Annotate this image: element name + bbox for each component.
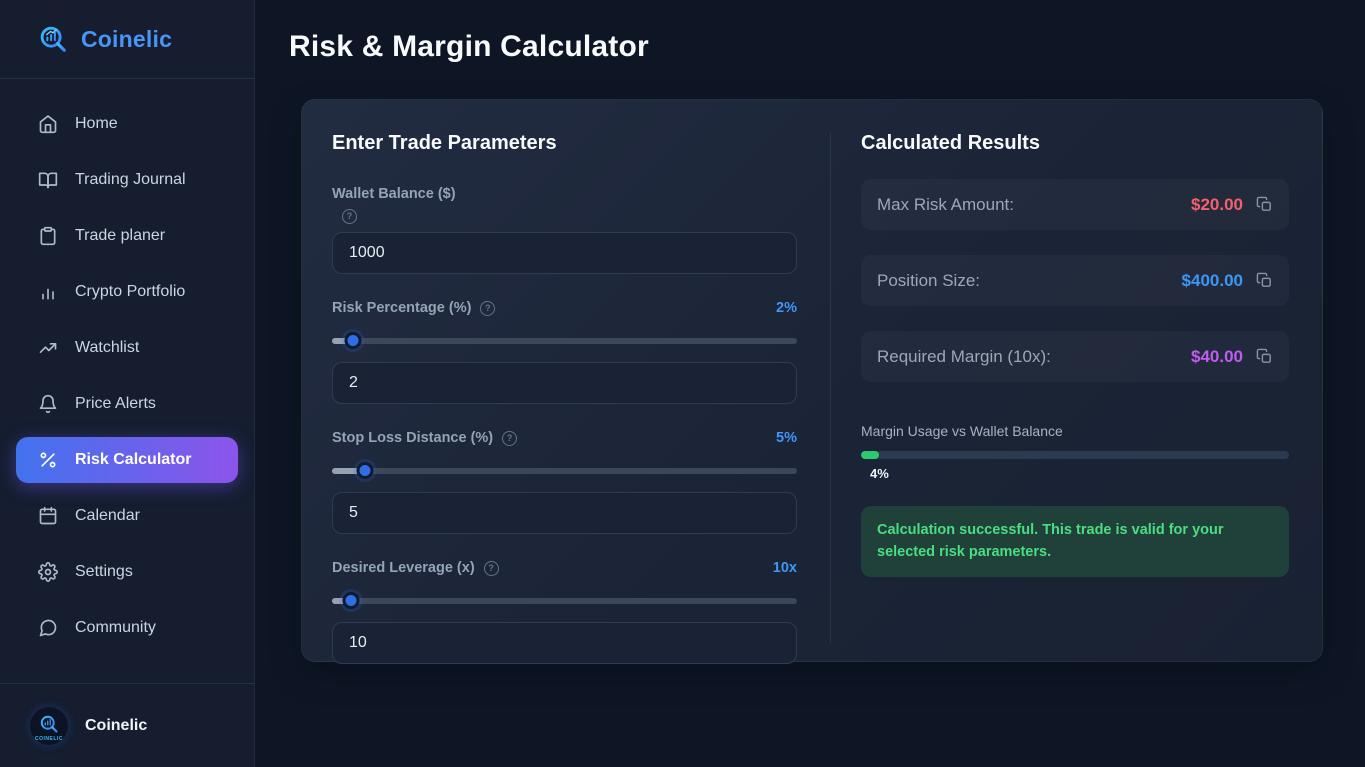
chat-bubble-icon — [39, 619, 57, 637]
sidebar-item-label: Calendar — [75, 507, 140, 524]
copy-icon[interactable] — [1256, 272, 1273, 289]
required-margin-label: Required Margin (10x): — [877, 346, 1051, 366]
wallet-balance-input[interactable] — [332, 232, 797, 274]
coinelic-footer-logo: COINELIC — [30, 706, 68, 745]
coinelic-logo-icon — [40, 26, 66, 52]
calculated-results-panel: Calculated Results Max Risk Amount: $20.… — [830, 100, 1322, 661]
page-title: Risk & Margin Calculator — [289, 30, 649, 63]
risk-percentage-label: Risk Percentage (%) — [332, 300, 472, 316]
leverage-field: Desired Leverage (x) 10x — [332, 560, 797, 664]
sidebar-nav: Home Trading Journal Trade planer Crypto… — [0, 79, 254, 661]
slider-thumb[interactable] — [356, 462, 374, 479]
copy-icon[interactable] — [1256, 348, 1273, 365]
position-size-label: Position Size: — [877, 270, 980, 290]
risk-percentage-value-badge: 2% — [776, 300, 797, 316]
calculation-status-message: Calculation successful. This trade is va… — [861, 506, 1289, 577]
footer-logo-caption: COINELIC — [35, 735, 63, 742]
wallet-balance-label: Wallet Balance ($) — [332, 186, 456, 202]
book-open-icon — [38, 172, 58, 189]
percent-icon — [40, 452, 56, 468]
sidebar-footer: COINELIC Coinelic — [0, 683, 254, 767]
wallet-balance-field: Wallet Balance ($) — [332, 185, 797, 274]
margin-usage-label: Margin Usage vs Wallet Balance — [861, 423, 1063, 439]
sidebar-item-crypto-portfolio[interactable]: Crypto Portfolio — [16, 269, 238, 315]
stop-loss-input[interactable] — [332, 492, 797, 534]
leverage-slider[interactable] — [332, 592, 797, 609]
main-content: Risk & Margin Calculator Enter Trade Par… — [255, 0, 1365, 767]
max-risk-value: $20.00 — [1191, 194, 1243, 214]
sidebar-item-label: Community — [75, 619, 156, 636]
clipboard-icon — [40, 226, 56, 246]
bell-icon — [39, 394, 57, 414]
stop-loss-slider[interactable] — [332, 462, 797, 479]
sidebar-item-label: Trading Journal — [75, 171, 186, 188]
trade-parameters-panel: Enter Trade Parameters Wallet Balance ($… — [302, 100, 830, 664]
sidebar: Coinelic Home Trading Journal Trade plan… — [0, 0, 255, 767]
sidebar-item-calendar[interactable]: Calendar — [16, 493, 238, 539]
results-heading: Calculated Results — [861, 132, 1040, 154]
bar-chart-icon — [42, 288, 54, 300]
column-divider — [830, 133, 831, 643]
sidebar-item-label: Home — [75, 115, 118, 132]
sidebar-item-trading-journal[interactable]: Trading Journal — [16, 157, 238, 203]
stop-loss-label: Stop Loss Distance (%) — [332, 430, 494, 446]
max-risk-label: Max Risk Amount: — [877, 194, 1014, 214]
required-margin-row: Required Margin (10x): $40.00 — [861, 331, 1289, 382]
slider-thumb[interactable] — [344, 332, 362, 349]
copy-icon[interactable] — [1256, 196, 1273, 213]
brand-header: Coinelic — [0, 0, 254, 79]
home-icon — [39, 115, 57, 134]
sidebar-item-label: Risk Calculator — [75, 451, 192, 468]
calculator-card: Enter Trade Parameters Wallet Balance ($… — [301, 99, 1323, 664]
stop-loss-value-badge: 5% — [776, 430, 797, 446]
leverage-input[interactable] — [332, 622, 797, 664]
sidebar-item-home[interactable]: Home — [16, 101, 238, 147]
sidebar-item-label: Watchlist — [75, 339, 140, 356]
brand-name: Coinelic — [81, 25, 173, 52]
coinelic-logo-icon — [40, 715, 58, 733]
trending-up-icon — [39, 343, 57, 353]
sidebar-item-label: Crypto Portfolio — [75, 283, 186, 300]
risk-percentage-field: Risk Percentage (%) 2% — [332, 300, 797, 404]
sidebar-item-settings[interactable]: Settings — [16, 549, 238, 595]
footer-brand-name: Coinelic — [85, 716, 148, 734]
sidebar-item-label: Settings — [75, 563, 133, 580]
parameters-heading: Enter Trade Parameters — [332, 132, 557, 154]
help-icon[interactable] — [502, 430, 518, 446]
position-size-value: $400.00 — [1181, 270, 1243, 290]
max-risk-row: Max Risk Amount: $20.00 — [861, 179, 1289, 230]
margin-usage-percent: 4% — [870, 466, 889, 481]
gear-icon — [38, 562, 58, 582]
help-icon[interactable] — [480, 300, 496, 316]
sidebar-item-trade-planer[interactable]: Trade planer — [16, 213, 238, 259]
risk-percentage-input[interactable] — [332, 362, 797, 404]
help-icon[interactable] — [342, 208, 357, 224]
sidebar-item-label: Price Alerts — [75, 395, 156, 412]
calendar-icon — [39, 506, 57, 525]
margin-usage-progressbar — [861, 451, 1289, 459]
leverage-value-badge: 10x — [772, 560, 797, 576]
leverage-label: Desired Leverage (x) — [332, 560, 475, 576]
slider-thumb[interactable] — [342, 592, 360, 609]
position-size-row: Position Size: $400.00 — [861, 255, 1289, 306]
stop-loss-field: Stop Loss Distance (%) 5% — [332, 430, 797, 534]
sidebar-item-watchlist[interactable]: Watchlist — [16, 325, 238, 371]
risk-percentage-slider[interactable] — [332, 332, 797, 349]
sidebar-item-risk-calculator[interactable]: Risk Calculator — [16, 437, 238, 483]
sidebar-item-price-alerts[interactable]: Price Alerts — [16, 381, 238, 427]
sidebar-item-label: Trade planer — [75, 227, 166, 244]
margin-usage-fill — [861, 451, 879, 459]
required-margin-value: $40.00 — [1191, 346, 1243, 366]
help-icon[interactable] — [483, 560, 499, 576]
sidebar-item-community[interactable]: Community — [16, 605, 238, 651]
